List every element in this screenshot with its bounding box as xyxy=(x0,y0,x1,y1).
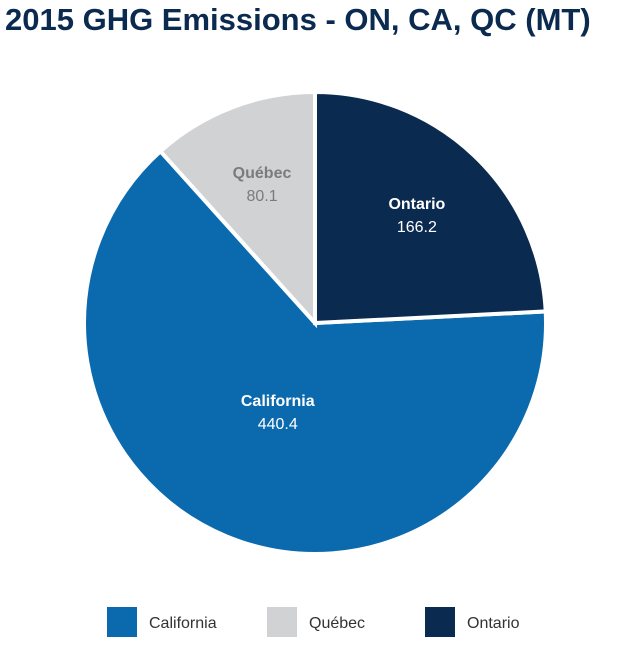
legend-label: California xyxy=(149,615,217,632)
slice-label: Québec xyxy=(233,165,292,182)
chart-title: 2015 GHG Emissions - ON, CA, QC (MT) xyxy=(5,2,591,37)
pie-slice xyxy=(313,89,548,326)
pie-slice xyxy=(82,148,548,556)
pie-slice xyxy=(157,89,317,329)
slice-label: Ontario xyxy=(388,196,445,213)
slice-value: 440.4 xyxy=(258,416,298,433)
slice-value: 80.1 xyxy=(246,188,277,205)
legend-label: Québec xyxy=(309,615,365,632)
legend-swatch xyxy=(425,607,455,637)
legend-label: Ontario xyxy=(467,615,520,632)
slice-value: 166.2 xyxy=(397,219,437,236)
slice-label: California xyxy=(241,393,315,410)
legend-swatch xyxy=(267,607,297,637)
legend-swatch xyxy=(107,607,137,637)
